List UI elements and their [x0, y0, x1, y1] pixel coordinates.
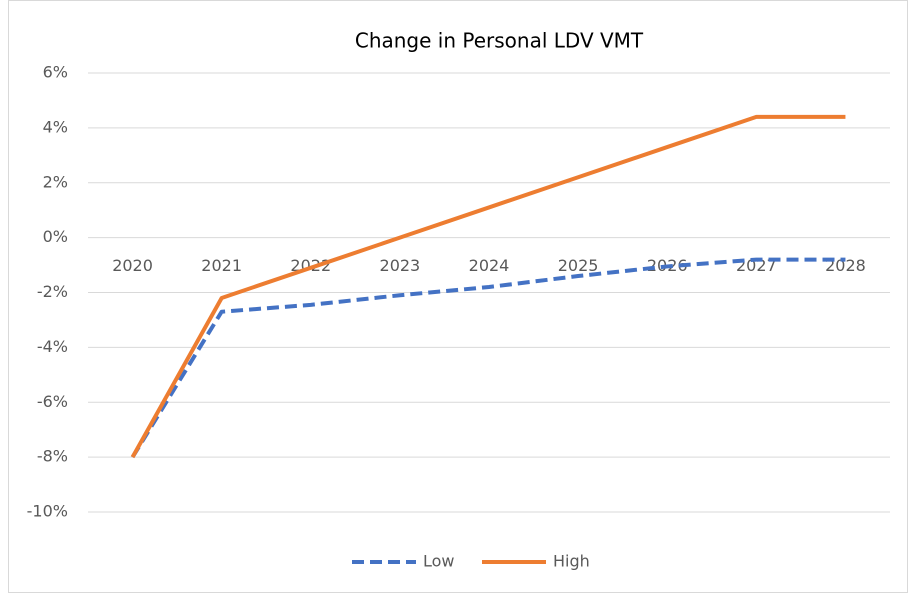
x-tick-label: 2024: [469, 256, 510, 275]
y-tick-label: -8%: [37, 447, 68, 466]
chart-border: [8, 0, 908, 593]
y-tick-label: 6%: [43, 63, 68, 82]
x-tick-label: 2028: [825, 256, 866, 275]
legend-label: High: [553, 552, 590, 571]
series-line: [130, 257, 846, 459]
y-tick-label: -4%: [37, 337, 68, 356]
x-tick-label: 2023: [380, 256, 421, 275]
y-tick-label: 2%: [43, 172, 68, 191]
chart-title: Change in Personal LDV VMT: [355, 29, 644, 53]
y-tick-label: -6%: [37, 392, 68, 411]
x-tick-label: 2027: [736, 256, 777, 275]
x-tick-label: 2021: [201, 256, 242, 275]
series-line: [130, 114, 846, 459]
y-tick-label: -2%: [37, 282, 68, 301]
y-tick-label: 0%: [43, 227, 68, 246]
y-tick-label: -10%: [27, 502, 68, 521]
x-tick-label: 2020: [112, 256, 153, 275]
x-tick-label: 2025: [558, 256, 599, 275]
y-tick-label: 4%: [43, 117, 68, 136]
legend-label: Low: [423, 552, 455, 571]
